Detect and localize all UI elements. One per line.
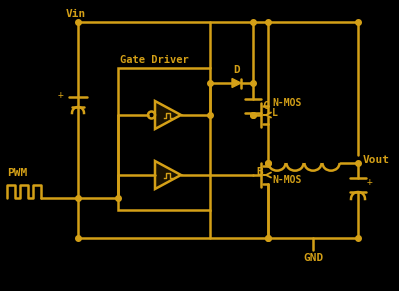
Text: +: + xyxy=(367,177,373,187)
Text: N-MOS: N-MOS xyxy=(272,98,301,108)
Text: L: L xyxy=(272,108,278,118)
Text: N-MOS: N-MOS xyxy=(272,175,301,185)
Bar xyxy=(118,68,210,210)
Text: D: D xyxy=(233,65,240,75)
Text: Vout: Vout xyxy=(363,155,390,165)
Text: C: C xyxy=(262,101,269,111)
Polygon shape xyxy=(155,101,181,129)
Text: B: B xyxy=(256,167,263,177)
Text: Vin: Vin xyxy=(66,9,86,19)
Polygon shape xyxy=(232,79,241,88)
Polygon shape xyxy=(155,161,181,189)
Text: GND: GND xyxy=(303,253,323,263)
Text: PWM: PWM xyxy=(7,168,27,178)
Text: Gate Driver: Gate Driver xyxy=(120,55,189,65)
Text: +: + xyxy=(58,90,64,100)
